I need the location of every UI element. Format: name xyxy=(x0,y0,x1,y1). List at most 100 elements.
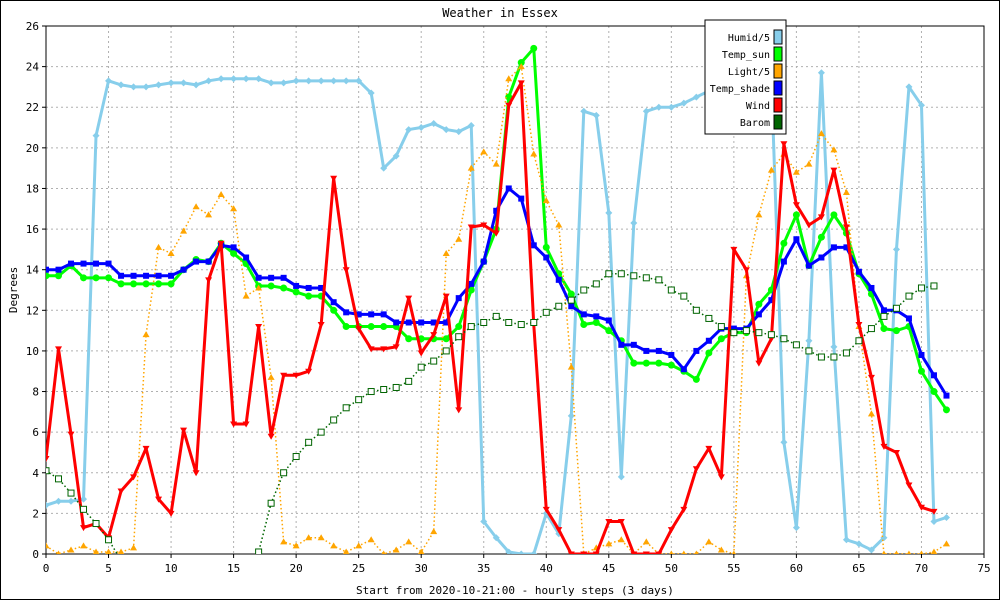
data-point-temp-shade xyxy=(343,309,350,316)
data-point-temp-sun xyxy=(655,359,663,367)
x-tick-label: 35 xyxy=(477,562,490,575)
data-point-humid-5 xyxy=(317,77,325,85)
data-point-temp-sun xyxy=(267,282,275,290)
data-point-barom xyxy=(255,548,263,554)
x-tick-label: 20 xyxy=(290,562,303,575)
data-point-temp-sun xyxy=(642,359,650,367)
data-point-barom xyxy=(705,314,713,322)
data-point-barom xyxy=(405,377,413,385)
data-point-barom xyxy=(367,388,375,396)
data-point-humid-5 xyxy=(392,152,400,160)
data-point-wind xyxy=(567,551,575,554)
data-point-humid-5 xyxy=(655,103,663,111)
data-point-temp-sun xyxy=(46,272,50,280)
data-point-barom xyxy=(592,280,600,288)
data-point-temp-sun xyxy=(892,327,900,335)
data-point-temp-sun xyxy=(517,59,525,67)
data-point-light-5 xyxy=(455,235,463,242)
y-tick-label: 2 xyxy=(32,507,39,520)
data-point-barom xyxy=(442,347,450,355)
data-point-temp-shade xyxy=(868,284,875,291)
data-point-temp-shade xyxy=(793,236,800,243)
data-point-light-5 xyxy=(330,542,338,549)
data-point-light-5 xyxy=(530,150,538,157)
x-tick-label: 5 xyxy=(105,562,112,575)
data-point-wind xyxy=(117,488,125,495)
data-point-humid-5 xyxy=(417,124,425,132)
data-point-humid-5 xyxy=(592,111,600,119)
data-point-wind xyxy=(430,332,438,339)
data-point-barom xyxy=(730,329,738,337)
data-point-barom xyxy=(642,274,650,282)
data-point-wind xyxy=(267,433,275,440)
data-point-light-5 xyxy=(555,221,563,228)
data-point-temp-sun xyxy=(305,292,313,300)
data-point-light-5 xyxy=(317,534,325,541)
data-point-temp-shade xyxy=(280,274,287,281)
data-point-humid-5 xyxy=(817,69,825,77)
data-point-wind xyxy=(642,551,650,554)
data-point-temp-shade xyxy=(105,260,112,267)
data-point-temp-shade xyxy=(230,244,237,251)
data-point-humid-5 xyxy=(480,518,488,526)
data-point-wind xyxy=(405,295,413,302)
data-point-barom xyxy=(867,325,875,333)
y-tick-label: 26 xyxy=(26,20,39,33)
data-point-temp-shade xyxy=(46,266,49,273)
data-point-temp-sun xyxy=(442,335,450,343)
x-tick-label: 65 xyxy=(852,562,865,575)
data-point-light-5 xyxy=(255,284,263,291)
data-point-light-5 xyxy=(867,410,875,417)
data-point-humid-5 xyxy=(67,497,75,505)
data-point-wind xyxy=(280,372,288,379)
data-point-temp-shade xyxy=(68,260,75,267)
data-point-light-5 xyxy=(705,538,713,545)
data-point-temp-sun xyxy=(292,288,300,296)
data-point-temp-shade xyxy=(393,319,400,326)
data-point-temp-sun xyxy=(80,274,88,282)
data-point-wind xyxy=(855,322,863,329)
data-point-light-5 xyxy=(617,536,625,543)
data-point-temp-shade xyxy=(368,311,375,318)
data-point-light-5 xyxy=(930,548,938,554)
data-point-barom xyxy=(317,428,325,436)
data-point-humid-5 xyxy=(680,99,688,107)
data-point-temp-shade xyxy=(580,311,587,318)
data-point-temp-shade xyxy=(768,297,775,304)
data-point-temp-shade xyxy=(180,266,187,273)
data-point-wind xyxy=(155,496,163,503)
data-point-humid-5 xyxy=(455,128,463,136)
data-point-temp-shade xyxy=(293,282,300,289)
data-point-wind xyxy=(730,246,738,253)
data-point-humid-5 xyxy=(92,132,100,140)
data-point-barom xyxy=(892,304,900,312)
data-point-temp-sun xyxy=(880,325,888,333)
data-point-temp-shade xyxy=(418,319,425,326)
data-point-temp-shade xyxy=(468,280,475,287)
data-point-light-5 xyxy=(381,550,386,554)
data-point-light-5 xyxy=(167,249,175,256)
data-point-temp-sun xyxy=(592,318,600,326)
data-point-barom xyxy=(605,270,613,278)
data-point-temp-shade xyxy=(518,195,525,202)
x-tick-label: 60 xyxy=(790,562,803,575)
data-point-barom xyxy=(755,329,763,337)
data-point-light-5 xyxy=(105,548,112,554)
y-tick-label: 22 xyxy=(26,101,39,114)
data-point-temp-sun xyxy=(117,280,125,288)
data-point-wind xyxy=(805,222,813,229)
data-point-temp-sun xyxy=(817,233,825,241)
data-point-wind xyxy=(330,175,338,182)
data-point-wind xyxy=(580,551,588,554)
data-point-barom xyxy=(580,286,588,294)
data-point-light-5 xyxy=(767,166,775,173)
data-point-wind xyxy=(517,80,525,87)
data-point-temp-sun xyxy=(105,274,113,282)
data-point-temp-sun xyxy=(367,323,375,331)
data-point-light-5 xyxy=(280,538,288,545)
x-tick-label: 45 xyxy=(602,562,615,575)
data-point-wind xyxy=(717,474,725,481)
data-point-light-5 xyxy=(792,168,800,175)
data-point-humid-5 xyxy=(330,77,338,85)
